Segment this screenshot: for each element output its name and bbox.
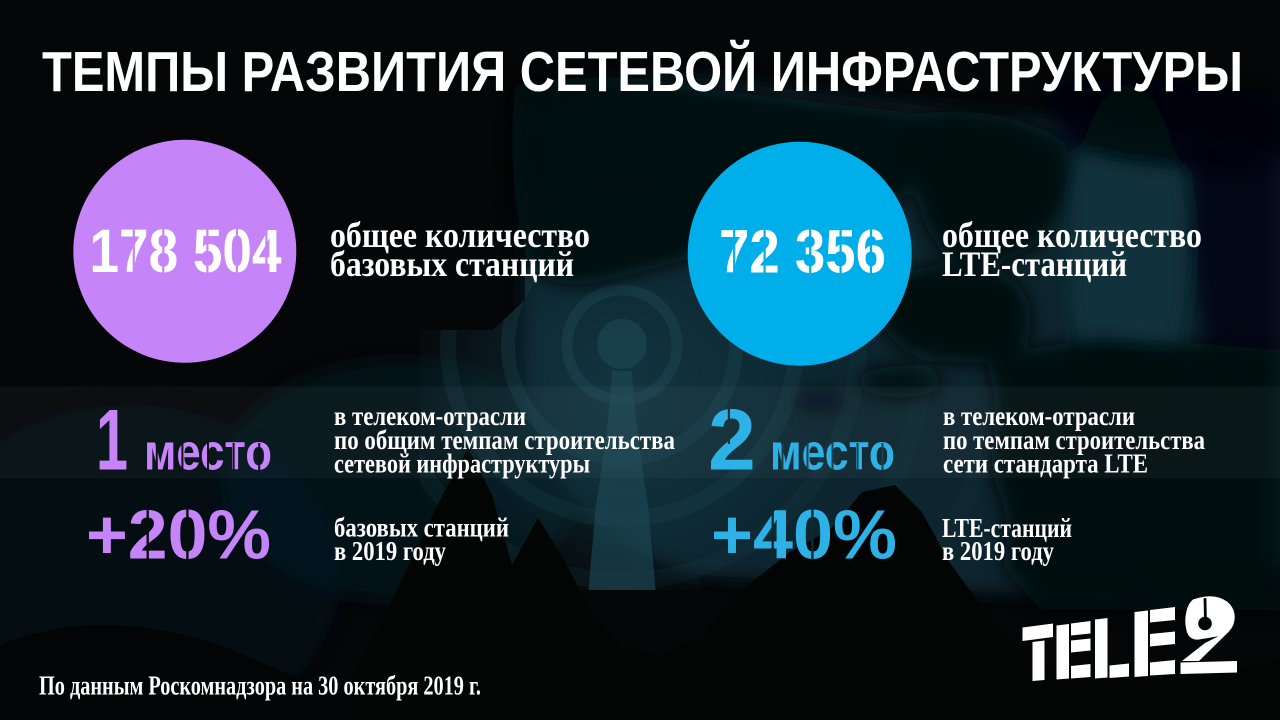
svg-text:1: 1 [96, 393, 128, 489]
svg-text:в телеком-отрасли: в телеком-отрасли [943, 401, 1135, 431]
svg-text:по общим темпам строительства: по общим темпам строительства [334, 425, 675, 455]
svg-text:+40%: +40% [711, 496, 897, 574]
svg-text:2: 2 [708, 393, 756, 489]
svg-text:общее количество: общее количество [330, 215, 590, 255]
svg-text:LTE-станций: LTE-станций [942, 244, 1127, 284]
svg-text:сетевой инфраструктуры: сетевой инфраструктуры [334, 449, 590, 479]
svg-text:сети стандарта LTE: сети стандарта LTE [943, 449, 1148, 479]
svg-text:По данным Роскомнадзора на 30: По данным Роскомнадзора на 30 октября 20… [39, 671, 481, 701]
svg-text:в телеком-отрасли: в телеком-отрасли [334, 401, 526, 431]
svg-text:72 356: 72 356 [719, 218, 886, 286]
svg-text:+20%: +20% [86, 496, 271, 574]
svg-text:по темпам строительства: по темпам строительства [943, 425, 1205, 455]
svg-text:базовых станций: базовых станций [330, 244, 574, 284]
svg-text:ТЕМПЫ РАЗВИТИЯ СЕТЕВОЙ ИНФРАСТ: ТЕМПЫ РАЗВИТИЯ СЕТЕВОЙ ИНФРАСТРУКТУРЫ [42, 39, 1243, 104]
svg-text:LTE-станций: LTE-станций [942, 513, 1072, 543]
svg-text:в 2019 году: в 2019 году [334, 536, 446, 566]
svg-text:базовых станций: базовых станций [334, 513, 509, 543]
svg-text:общее количество: общее количество [942, 215, 1202, 255]
svg-text:в 2019 году: в 2019 году [942, 536, 1054, 566]
svg-text:178 504: 178 504 [90, 217, 282, 285]
